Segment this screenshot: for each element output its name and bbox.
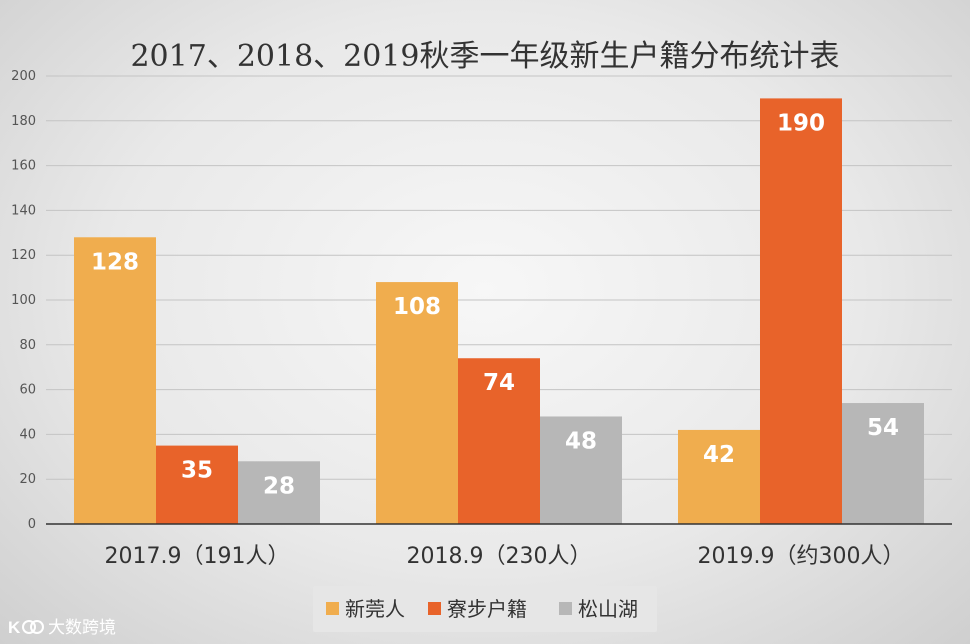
bar bbox=[678, 429, 760, 524]
category-label: 2017.9（191人） bbox=[105, 544, 290, 569]
y-tick-label: 20 bbox=[19, 472, 36, 487]
data-label: 74 bbox=[483, 370, 515, 396]
bar bbox=[458, 358, 540, 524]
legend-swatch bbox=[559, 602, 572, 615]
y-tick-label: 40 bbox=[19, 427, 36, 442]
bar bbox=[156, 445, 238, 524]
data-label: 190 bbox=[777, 110, 825, 136]
x-axis-categories: 2017.9（191人） 2018.9（230人） 2019.9（约300人） bbox=[105, 544, 905, 569]
kt-logo-icon: K bbox=[8, 618, 44, 637]
watermark: K 大数跨境 bbox=[8, 618, 116, 638]
y-tick-label: 140 bbox=[11, 203, 36, 218]
y-tick-label: 200 bbox=[11, 69, 36, 84]
data-label: 54 bbox=[867, 415, 899, 441]
y-axis-ticks: 0 20 40 60 80 100 120 140 160 180 200 bbox=[11, 69, 36, 532]
data-label: 28 bbox=[263, 473, 295, 499]
legend-swatch bbox=[326, 602, 339, 615]
gridlines bbox=[46, 75, 952, 480]
y-tick-label: 180 bbox=[11, 114, 36, 129]
y-tick-label: 120 bbox=[11, 248, 36, 263]
bar bbox=[540, 416, 622, 524]
y-tick-label: 60 bbox=[19, 383, 36, 398]
y-tick-label: 0 bbox=[28, 517, 36, 532]
legend-label: 寮步户籍 bbox=[447, 597, 527, 621]
legend-swatch bbox=[428, 602, 441, 615]
data-label: 108 bbox=[393, 294, 441, 320]
bars bbox=[74, 98, 924, 525]
category-label: 2018.9（230人） bbox=[407, 544, 592, 569]
y-tick-label: 80 bbox=[19, 338, 36, 353]
chart-title: 2017、2018、2019秋季一年级新生户籍分布统计表 bbox=[130, 39, 839, 74]
svg-text:K: K bbox=[8, 618, 21, 637]
data-label: 42 bbox=[703, 442, 735, 468]
category-label: 2019.9（约300人） bbox=[698, 544, 905, 569]
bar bbox=[376, 282, 458, 524]
data-label: 128 bbox=[91, 249, 139, 275]
bar bbox=[74, 237, 156, 524]
data-label: 48 bbox=[565, 428, 597, 454]
y-tick-label: 100 bbox=[11, 293, 36, 308]
legend-box bbox=[313, 586, 657, 632]
data-label: 35 bbox=[181, 458, 213, 484]
bar bbox=[238, 461, 320, 524]
legend-label: 新莞人 bbox=[345, 597, 405, 621]
y-tick-label: 160 bbox=[11, 159, 36, 174]
bar bbox=[842, 403, 924, 524]
legend: 新莞人 寮步户籍 松山湖 bbox=[313, 586, 657, 632]
data-labels: 128 35 28 108 74 48 42 190 54 bbox=[91, 110, 899, 499]
legend-label: 松山湖 bbox=[578, 597, 638, 621]
bar bbox=[760, 98, 842, 525]
watermark-text: 大数跨境 bbox=[48, 618, 116, 638]
